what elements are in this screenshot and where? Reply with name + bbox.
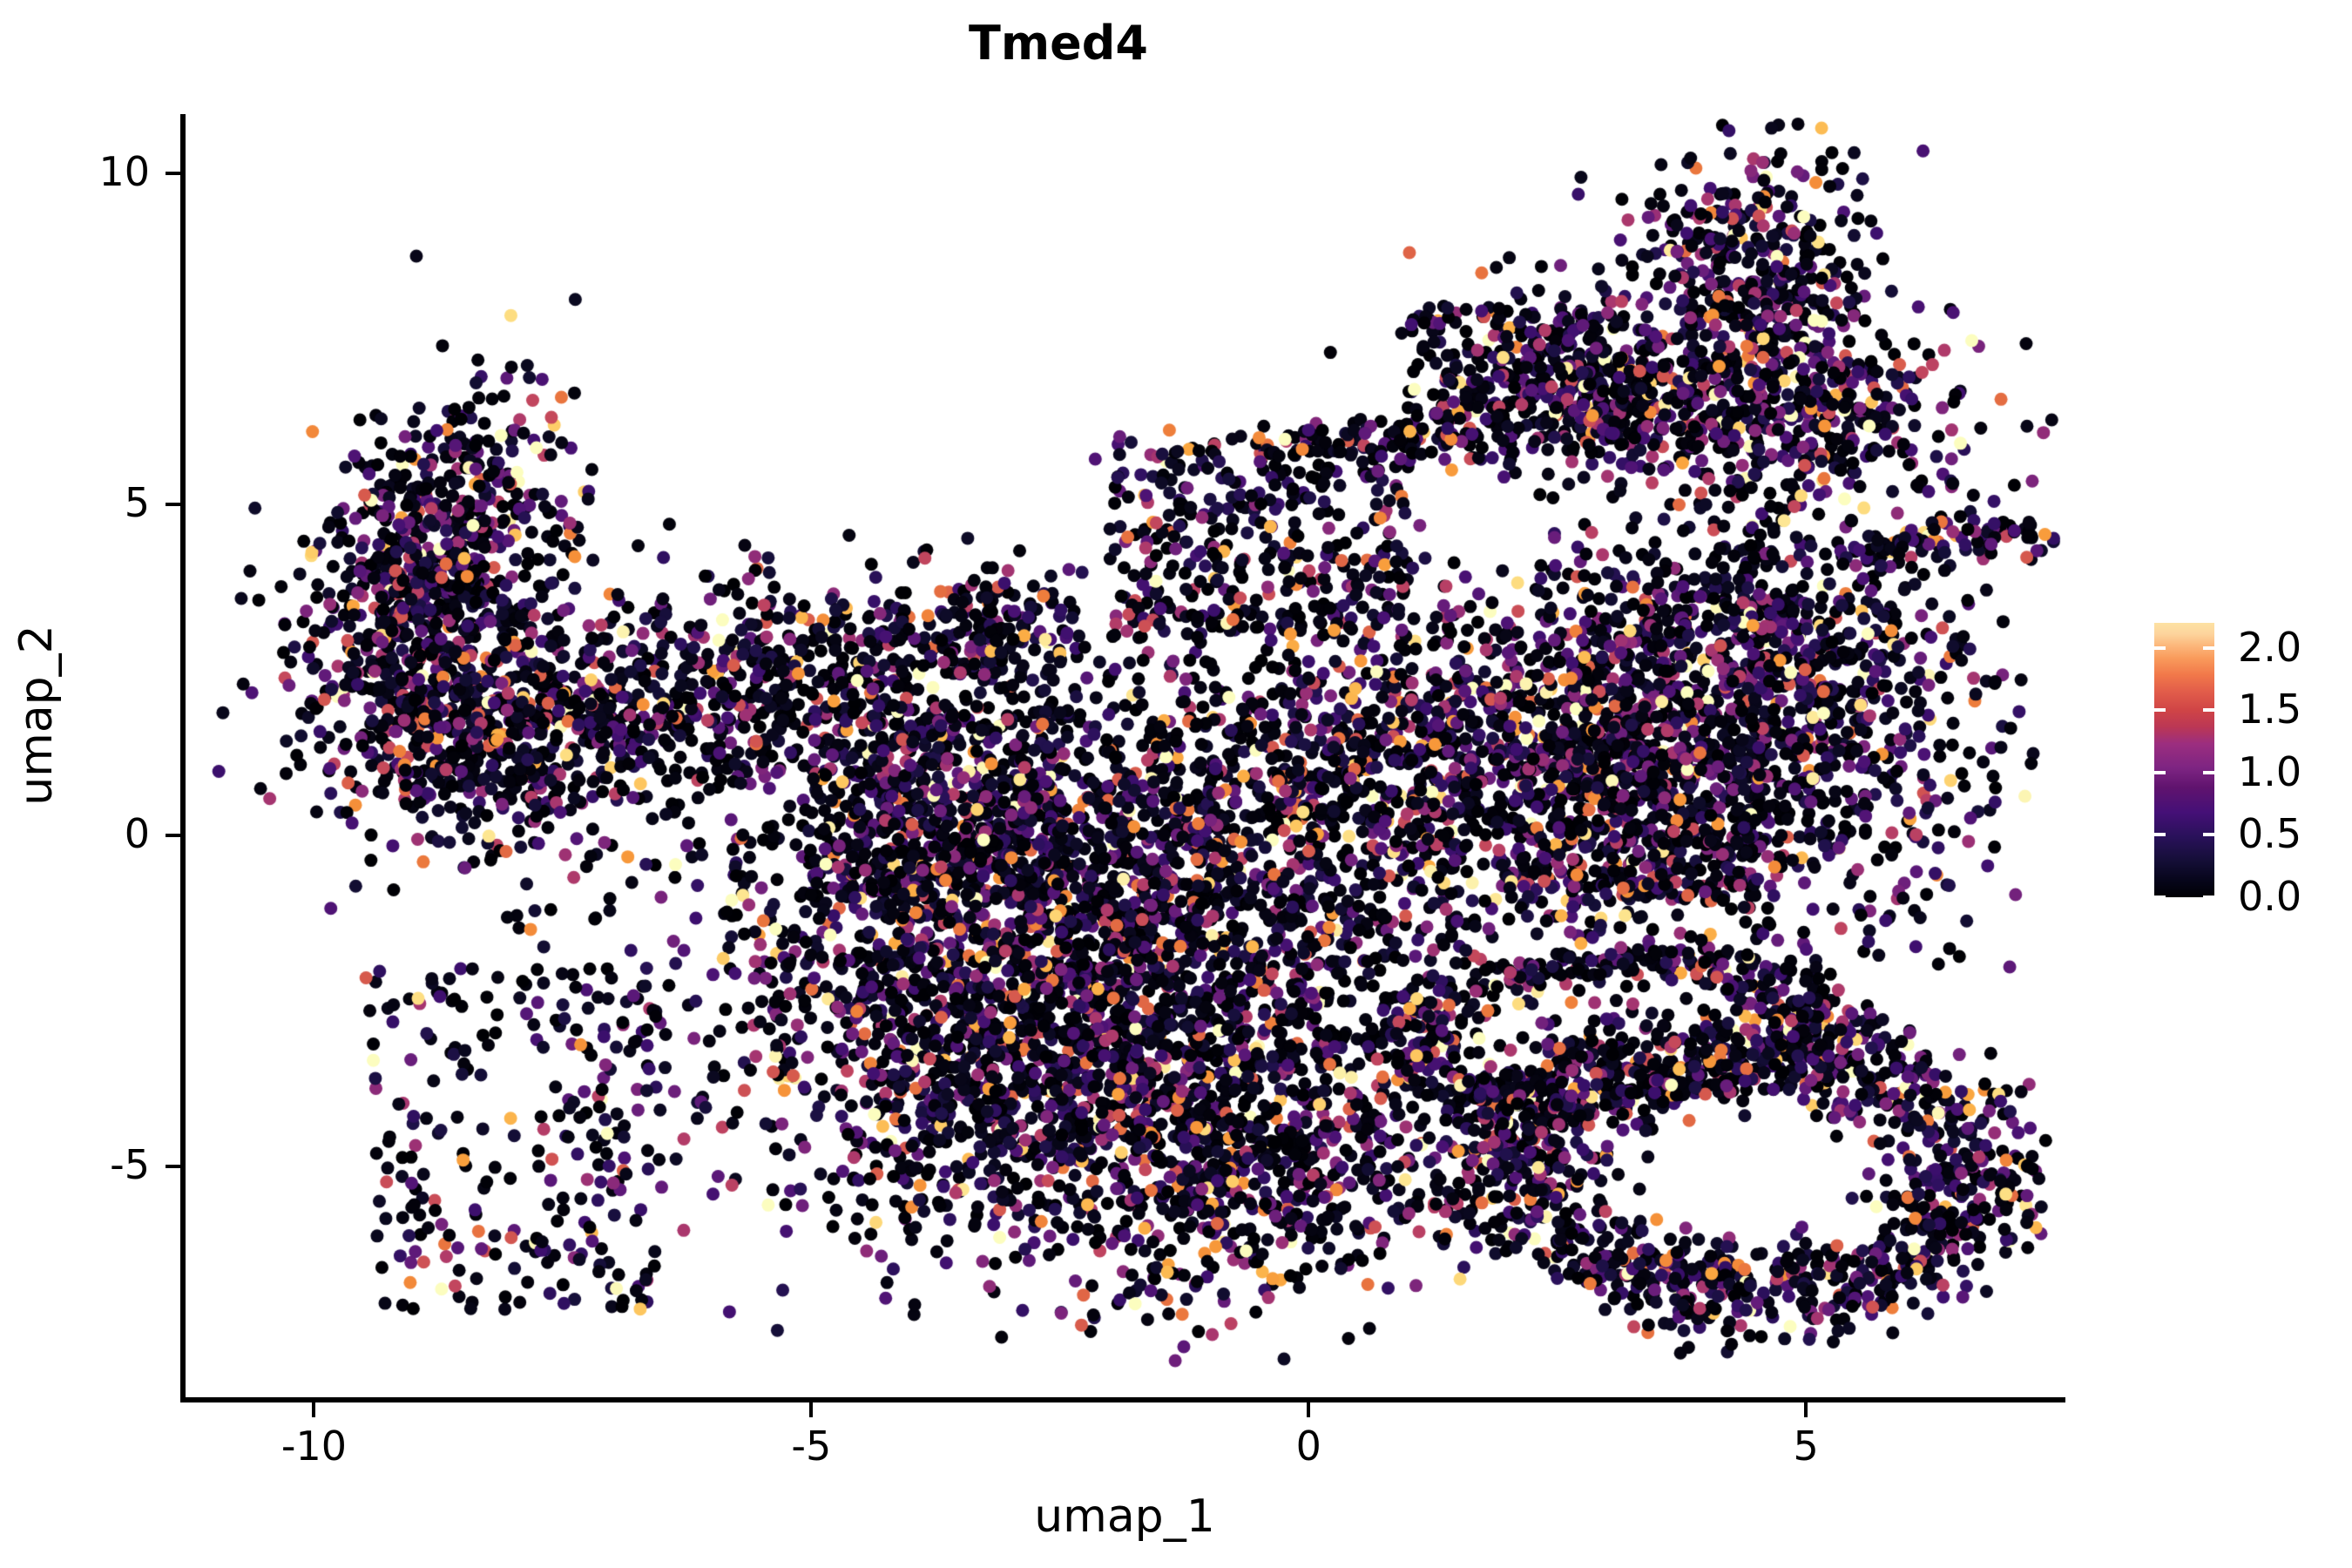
- colorbar-tick: [2154, 770, 2166, 774]
- y-axis-spine: [180, 114, 186, 1398]
- page-title: Tmed4: [969, 16, 1148, 71]
- colorbar-tick: [2203, 645, 2214, 650]
- x-axis-spine: [180, 1397, 2065, 1402]
- x-tick-label: -5: [791, 1423, 832, 1470]
- y-tick: [166, 172, 180, 176]
- colorbar-tick-label: 1.0: [2238, 747, 2302, 795]
- colorbar-tick-label: 0.0: [2238, 873, 2302, 920]
- y-tick-label: 10: [98, 148, 150, 196]
- y-tick-label: 0: [124, 810, 150, 858]
- colorbar-tick-label: 0.5: [2238, 810, 2302, 858]
- x-tick: [312, 1402, 316, 1417]
- colorbar-tick: [2203, 896, 2214, 899]
- colorbar-tick-label: 2.0: [2238, 623, 2302, 671]
- x-tick-label: 0: [1295, 1423, 1321, 1470]
- colorbar-tick-label: 1.5: [2238, 686, 2302, 733]
- colorbar-tick: [2154, 833, 2166, 837]
- x-tick: [1307, 1402, 1311, 1417]
- y-tick: [166, 834, 180, 838]
- colorbar-tick: [2203, 708, 2214, 713]
- y-tick-label: 5: [124, 479, 150, 527]
- colorbar-tick: [2154, 708, 2166, 713]
- colorbar-tick: [2154, 645, 2166, 650]
- y-tick: [166, 1165, 180, 1169]
- colorbar-tick: [2203, 770, 2214, 774]
- x-axis-label: umap_1: [1034, 1490, 1215, 1543]
- x-tick-label: -10: [280, 1423, 347, 1470]
- y-tick: [166, 503, 180, 507]
- x-tick-label: 5: [1793, 1423, 1819, 1470]
- colorbar-gradient: [2154, 623, 2214, 897]
- x-tick: [809, 1402, 814, 1417]
- colorbar-tick: [2203, 833, 2214, 837]
- scatter-plot-canvas: [185, 114, 2065, 1398]
- x-tick: [1804, 1402, 1808, 1417]
- y-axis-label: umap_2: [10, 625, 63, 806]
- plot-axes: -10 -5 0 5 10 5 0 -5 umap_1 umap_2: [10, 114, 2065, 1543]
- y-tick-label: -5: [110, 1141, 150, 1189]
- colorbar-tick: [2154, 896, 2166, 899]
